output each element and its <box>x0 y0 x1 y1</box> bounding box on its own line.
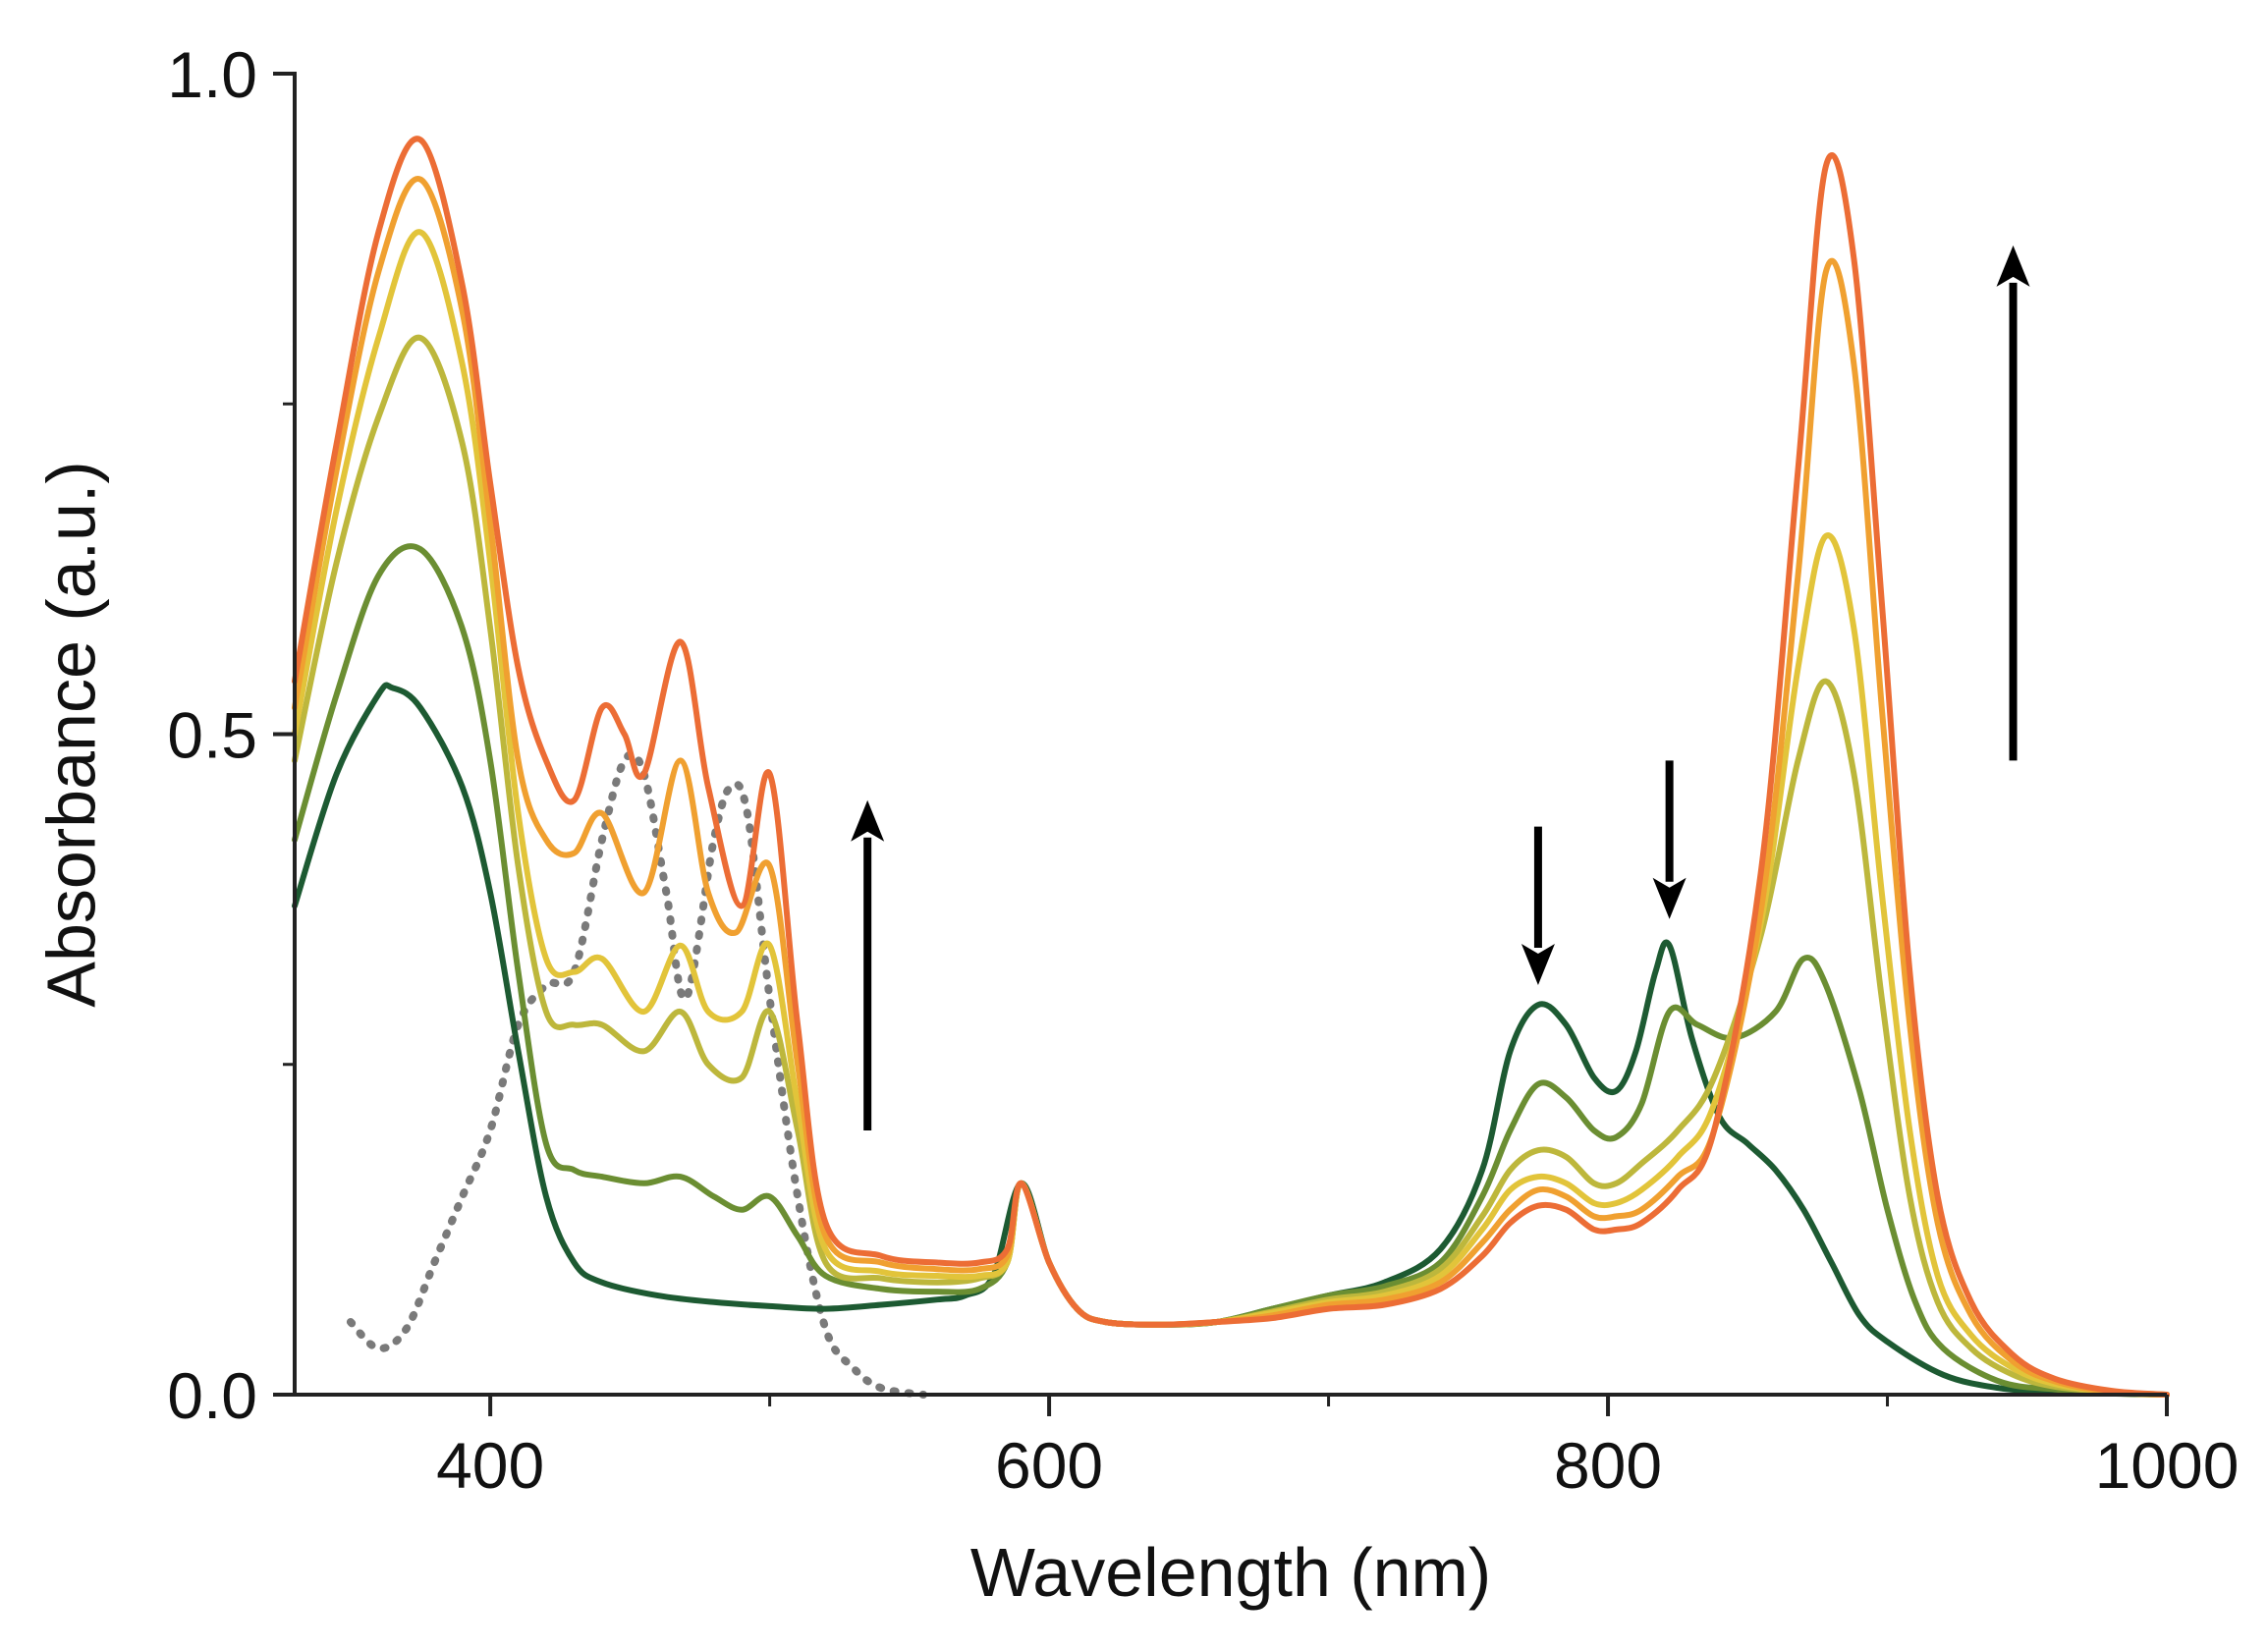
series-group <box>292 136 2170 1399</box>
arrow-up-icon <box>1996 245 2030 287</box>
y-tick-label: 0.5 <box>167 699 257 772</box>
series-line-spectrum-3 <box>292 334 2170 1398</box>
x-tick-label: 1000 <box>2095 1429 2240 1502</box>
arrow-up-icon <box>851 799 885 842</box>
y-tick-label: 1.0 <box>167 38 257 111</box>
x-tick-label: 600 <box>995 1429 1103 1502</box>
y-tick-label: 0.0 <box>167 1359 257 1432</box>
arrow-down-icon <box>1521 944 1555 986</box>
series-line-spectrum-4 <box>292 229 2170 1398</box>
x-tick-label: 800 <box>1554 1429 1662 1502</box>
series-line-spectrum-6 <box>292 136 2170 1398</box>
y-axis-title: Absorbance (a.u.) <box>33 461 110 1007</box>
arrow-down-icon <box>1652 877 1687 919</box>
x-axis-title: Wavelength (nm) <box>970 1534 1491 1611</box>
annotation-group <box>851 245 2030 1130</box>
series-line-reference-dotted <box>346 749 928 1399</box>
x-tick-label: 400 <box>436 1429 544 1502</box>
